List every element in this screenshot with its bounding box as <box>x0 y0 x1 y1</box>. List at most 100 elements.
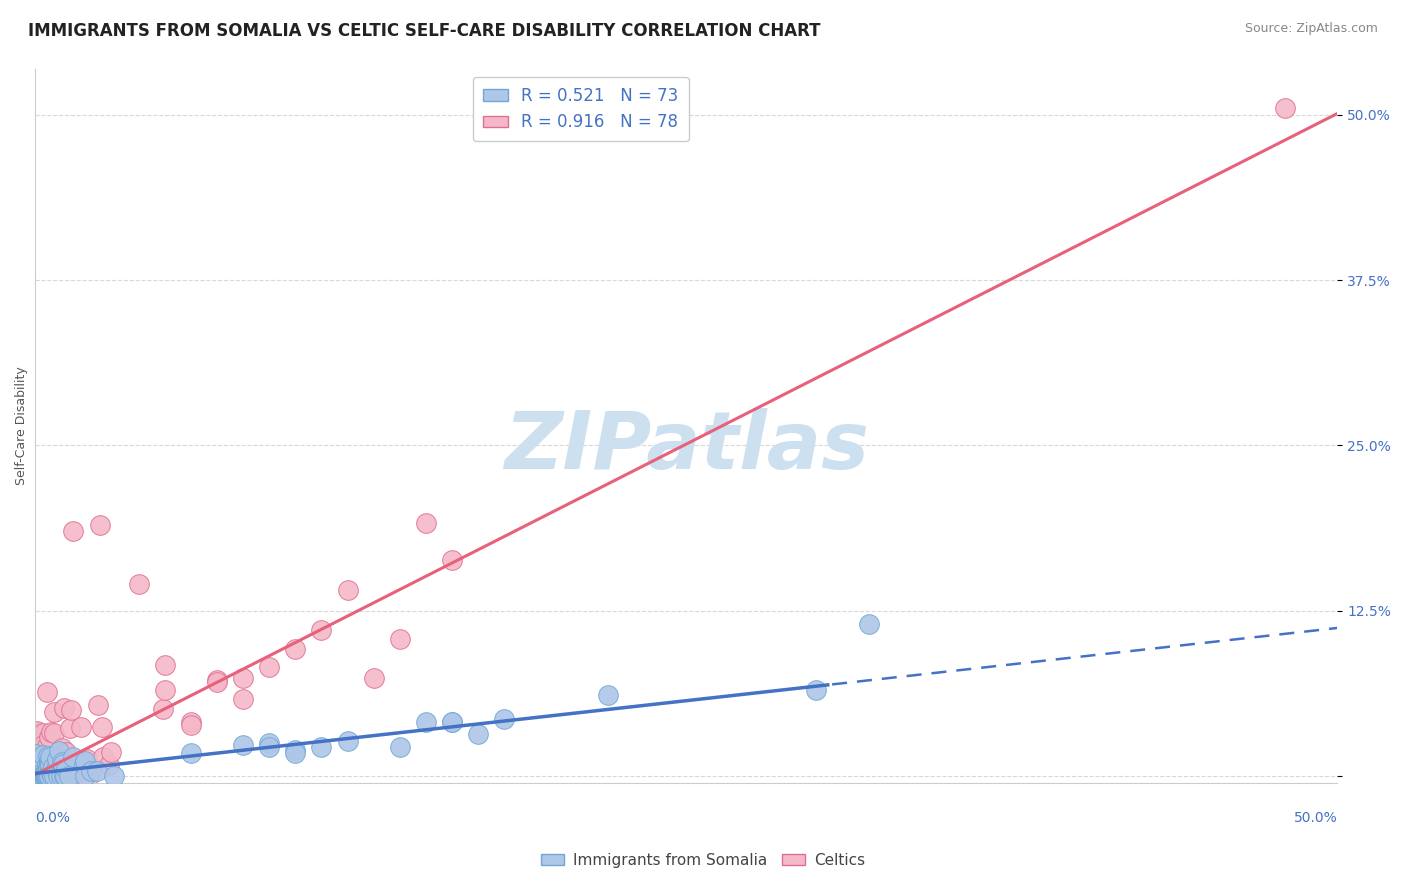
Point <box>180 718 202 732</box>
Point <box>31 769 53 783</box>
Point <box>284 746 307 760</box>
Point <box>207 673 229 688</box>
Point <box>25 764 48 779</box>
Point <box>207 674 229 689</box>
Point <box>48 757 70 772</box>
Point <box>73 754 96 768</box>
Point <box>38 769 60 783</box>
Point <box>24 769 46 783</box>
Point <box>388 740 411 755</box>
Point <box>39 758 62 772</box>
Point <box>24 736 46 750</box>
Point <box>28 747 51 762</box>
Point <box>41 759 63 773</box>
Point <box>284 743 307 757</box>
Point <box>42 749 65 764</box>
Point <box>806 683 828 698</box>
Point <box>55 769 77 783</box>
Point <box>100 745 122 759</box>
Point <box>35 758 58 772</box>
Point <box>51 741 73 756</box>
Point <box>259 660 281 674</box>
Point <box>28 757 51 772</box>
Point <box>39 769 62 783</box>
Point <box>180 746 202 760</box>
Point <box>37 739 59 754</box>
Point <box>30 755 52 769</box>
Point <box>1274 101 1296 115</box>
Y-axis label: Self-Care Disability: Self-Care Disability <box>15 367 28 485</box>
Point <box>467 727 489 741</box>
Point <box>37 769 59 783</box>
Point <box>32 769 55 783</box>
Point <box>153 657 176 672</box>
Point <box>27 744 49 758</box>
Text: Source: ZipAtlas.com: Source: ZipAtlas.com <box>1244 22 1378 36</box>
Point <box>232 691 254 706</box>
Point <box>35 740 58 755</box>
Point <box>46 753 69 767</box>
Point <box>24 764 46 778</box>
Point <box>86 764 108 779</box>
Point <box>34 769 56 783</box>
Point <box>27 769 49 783</box>
Point <box>30 753 52 767</box>
Point <box>44 726 66 740</box>
Point <box>152 702 174 716</box>
Point <box>415 714 437 729</box>
Legend: R = 0.521   N = 73, R = 0.916   N = 78: R = 0.521 N = 73, R = 0.916 N = 78 <box>472 77 689 141</box>
Point <box>73 756 96 771</box>
Point <box>30 769 52 783</box>
Point <box>77 769 100 783</box>
Point <box>35 769 58 783</box>
Point <box>35 769 58 783</box>
Point <box>35 769 58 783</box>
Point <box>38 754 60 768</box>
Point <box>87 698 110 712</box>
Point <box>25 765 48 780</box>
Point <box>90 720 112 734</box>
Point <box>153 683 176 698</box>
Point <box>41 769 63 783</box>
Point <box>31 747 53 762</box>
Point <box>34 769 56 783</box>
Point <box>76 752 98 766</box>
Point <box>25 769 48 783</box>
Point <box>415 516 437 530</box>
Point <box>32 768 55 782</box>
Point <box>45 762 67 776</box>
Point <box>62 524 84 539</box>
Point <box>38 758 60 772</box>
Point <box>35 769 58 783</box>
Point <box>25 764 48 778</box>
Point <box>44 761 66 775</box>
Point <box>31 769 53 783</box>
Point <box>32 726 55 740</box>
Point <box>858 617 880 632</box>
Point <box>48 761 70 775</box>
Point <box>91 749 114 764</box>
Point <box>55 745 77 759</box>
Point <box>232 738 254 752</box>
Point <box>48 769 70 783</box>
Point <box>24 769 46 783</box>
Text: IMMIGRANTS FROM SOMALIA VS CELTIC SELF-CARE DISABILITY CORRELATION CHART: IMMIGRANTS FROM SOMALIA VS CELTIC SELF-C… <box>28 22 821 40</box>
Point <box>34 769 56 783</box>
Point <box>440 714 463 729</box>
Point <box>70 720 93 734</box>
Point <box>38 766 60 780</box>
Point <box>58 769 80 783</box>
Point <box>492 712 515 726</box>
Point <box>46 769 69 783</box>
Point <box>30 769 52 783</box>
Point <box>39 765 62 780</box>
Point <box>35 769 58 783</box>
Point <box>440 714 463 729</box>
Point <box>232 671 254 685</box>
Point <box>259 736 281 750</box>
Point <box>39 749 62 764</box>
Point <box>39 725 62 739</box>
Point <box>440 553 463 567</box>
Point <box>59 721 82 735</box>
Point <box>30 766 52 780</box>
